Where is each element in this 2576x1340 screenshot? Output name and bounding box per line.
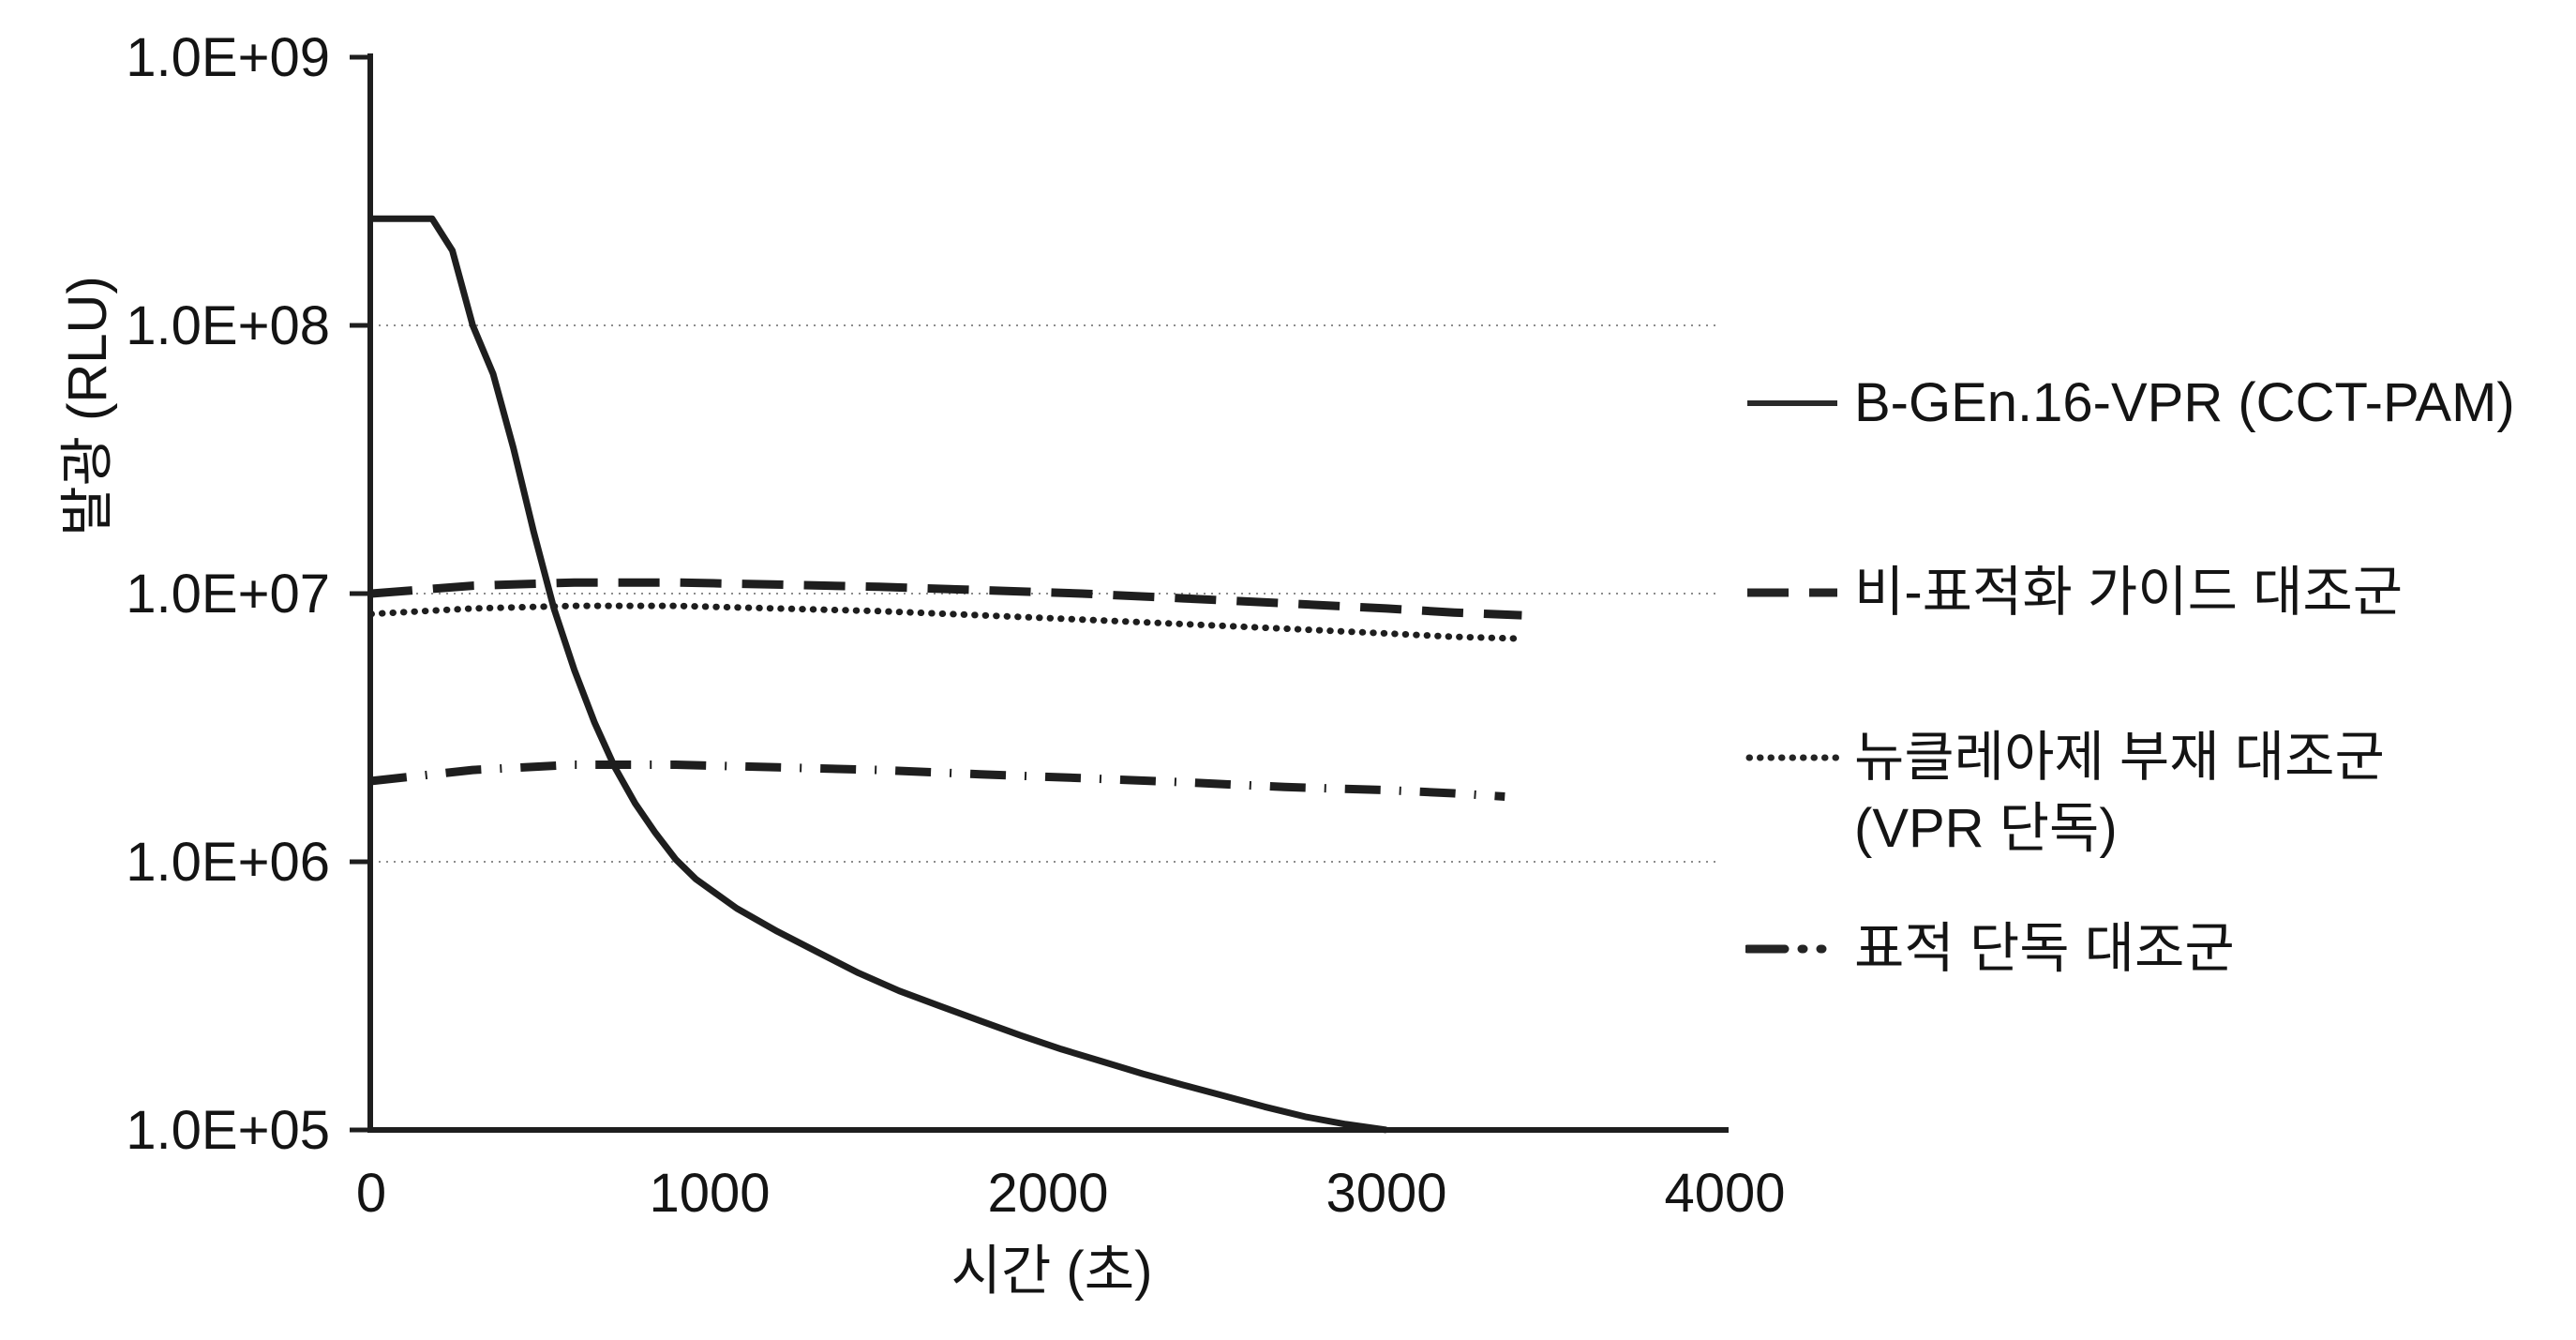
y-axis-title: 발광 (RLU) — [57, 276, 118, 536]
x-tick-label: 1000 — [649, 1163, 770, 1224]
series-line-dotted — [367, 602, 1519, 642]
y-tick-label: 1.0E+07 — [126, 564, 330, 625]
x-tick-label: 0 — [356, 1163, 386, 1224]
x-tick-label: 2000 — [987, 1163, 1108, 1224]
series-line-dashed — [370, 578, 1522, 620]
x-axis-title: 시간 (초) — [951, 1241, 1153, 1302]
y-tick-label: 1.0E+08 — [126, 295, 330, 356]
y-tick-label: 1.0E+06 — [126, 832, 330, 893]
y-tick-label: 1.0E+09 — [126, 27, 330, 88]
x-tick-label: 4000 — [1664, 1163, 1785, 1224]
x-tick-label: 3000 — [1325, 1163, 1446, 1224]
y-tick-label: 1.0E+05 — [126, 1100, 330, 1161]
series-line-dashdot — [370, 760, 1505, 801]
series-line-solid — [371, 215, 1387, 1134]
